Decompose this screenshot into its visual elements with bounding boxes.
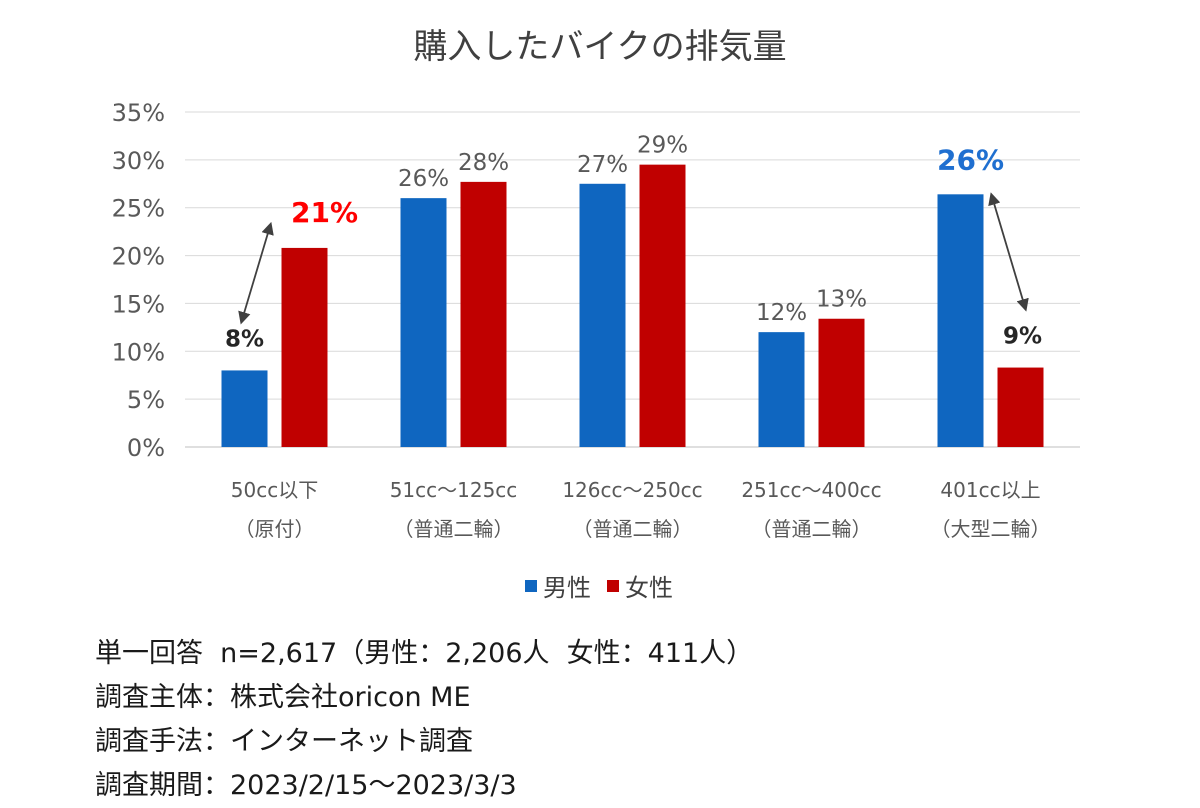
bar-female [818, 318, 865, 447]
y-tick-label: 5% [127, 386, 165, 414]
sample-size-note: 単一回答 n=2,617（男性：2,206人 女性：411人） [95, 638, 754, 669]
y-axis-ticks: 0% 5% 10% 15% 20% 25% 30% 35% [112, 99, 165, 462]
y-tick-label: 10% [112, 338, 165, 366]
survey-organizer-note: 調査主体：株式会社oricon ME [95, 682, 471, 713]
x-tick-label: 401cc以上 [940, 478, 1040, 502]
bar-female [639, 164, 686, 447]
footer-notes: 単一回答 n=2,617（男性：2,206人 女性：411人） 調査主体：株式会… [95, 632, 753, 808]
comparison-arrow [988, 192, 1029, 312]
x-tick-label: （普通二輪） [573, 517, 693, 541]
data-label: 21% [291, 196, 358, 229]
x-tick-label: 126cc～250cc [562, 478, 702, 502]
grid-lines [185, 111, 1080, 448]
bar-female [997, 367, 1044, 447]
x-tick-label: （普通二輪） [394, 517, 514, 541]
x-tick-label: 50cc以下 [231, 478, 318, 502]
data-label: 12% [756, 300, 807, 326]
chart-title: 購入したバイクの排気量 [413, 27, 786, 67]
bar-male [221, 370, 268, 447]
bar-male [937, 194, 984, 447]
legend-swatch [525, 580, 537, 592]
bar-male [400, 198, 447, 447]
y-tick-label: 35% [112, 99, 165, 127]
data-label: 9% [1003, 324, 1042, 350]
bar-female [281, 247, 328, 447]
data-label: 27% [577, 152, 628, 178]
data-label: 26% [937, 143, 1004, 176]
bar-male [579, 183, 626, 448]
data-labels: 8% 26% 27% 12% 26% 21% 28% 29% 13% 9% [225, 133, 1042, 353]
x-tick-label: 251cc～400cc [741, 478, 881, 502]
y-tick-label: 20% [112, 243, 165, 271]
y-tick-label: 25% [112, 195, 165, 223]
x-axis-ticks: 50cc以下 （原付） 51cc～125cc （普通二輪） 126cc～250cc （普通… [231, 478, 1051, 541]
comparison-arrows [238, 192, 1029, 325]
data-label: 8% [225, 326, 264, 352]
survey-method-note: 調査手法：インターネット調査 [95, 726, 473, 757]
legend-label: 男性 [543, 574, 591, 602]
legend: 男性 女性 [525, 574, 673, 602]
data-label: 26% [398, 166, 449, 192]
data-label: 13% [816, 287, 867, 313]
legend-label: 女性 [625, 574, 673, 602]
x-tick-label: 51cc～125cc [390, 478, 518, 502]
survey-period-note: 調査期間：2023/2/15～2023/3/3 [95, 770, 517, 801]
bar-male [758, 332, 805, 447]
bar-female [460, 181, 507, 447]
x-tick-label: （大型二輪） [931, 517, 1051, 541]
y-tick-label: 0% [127, 434, 165, 462]
x-tick-label: （原付） [235, 517, 315, 541]
data-label: 29% [637, 133, 688, 159]
x-tick-label: （普通二輪） [752, 517, 872, 541]
comparison-arrow [238, 221, 274, 325]
y-tick-label: 15% [112, 290, 165, 318]
bars [221, 164, 1044, 448]
y-tick-label: 30% [112, 147, 165, 175]
bar-chart: 購入したバイクの排気量 0% 5% 10% 15% 20% 25% 30% 35% 8% 26%… [112, 27, 1080, 602]
legend-swatch [607, 580, 619, 592]
data-label: 28% [458, 150, 509, 176]
